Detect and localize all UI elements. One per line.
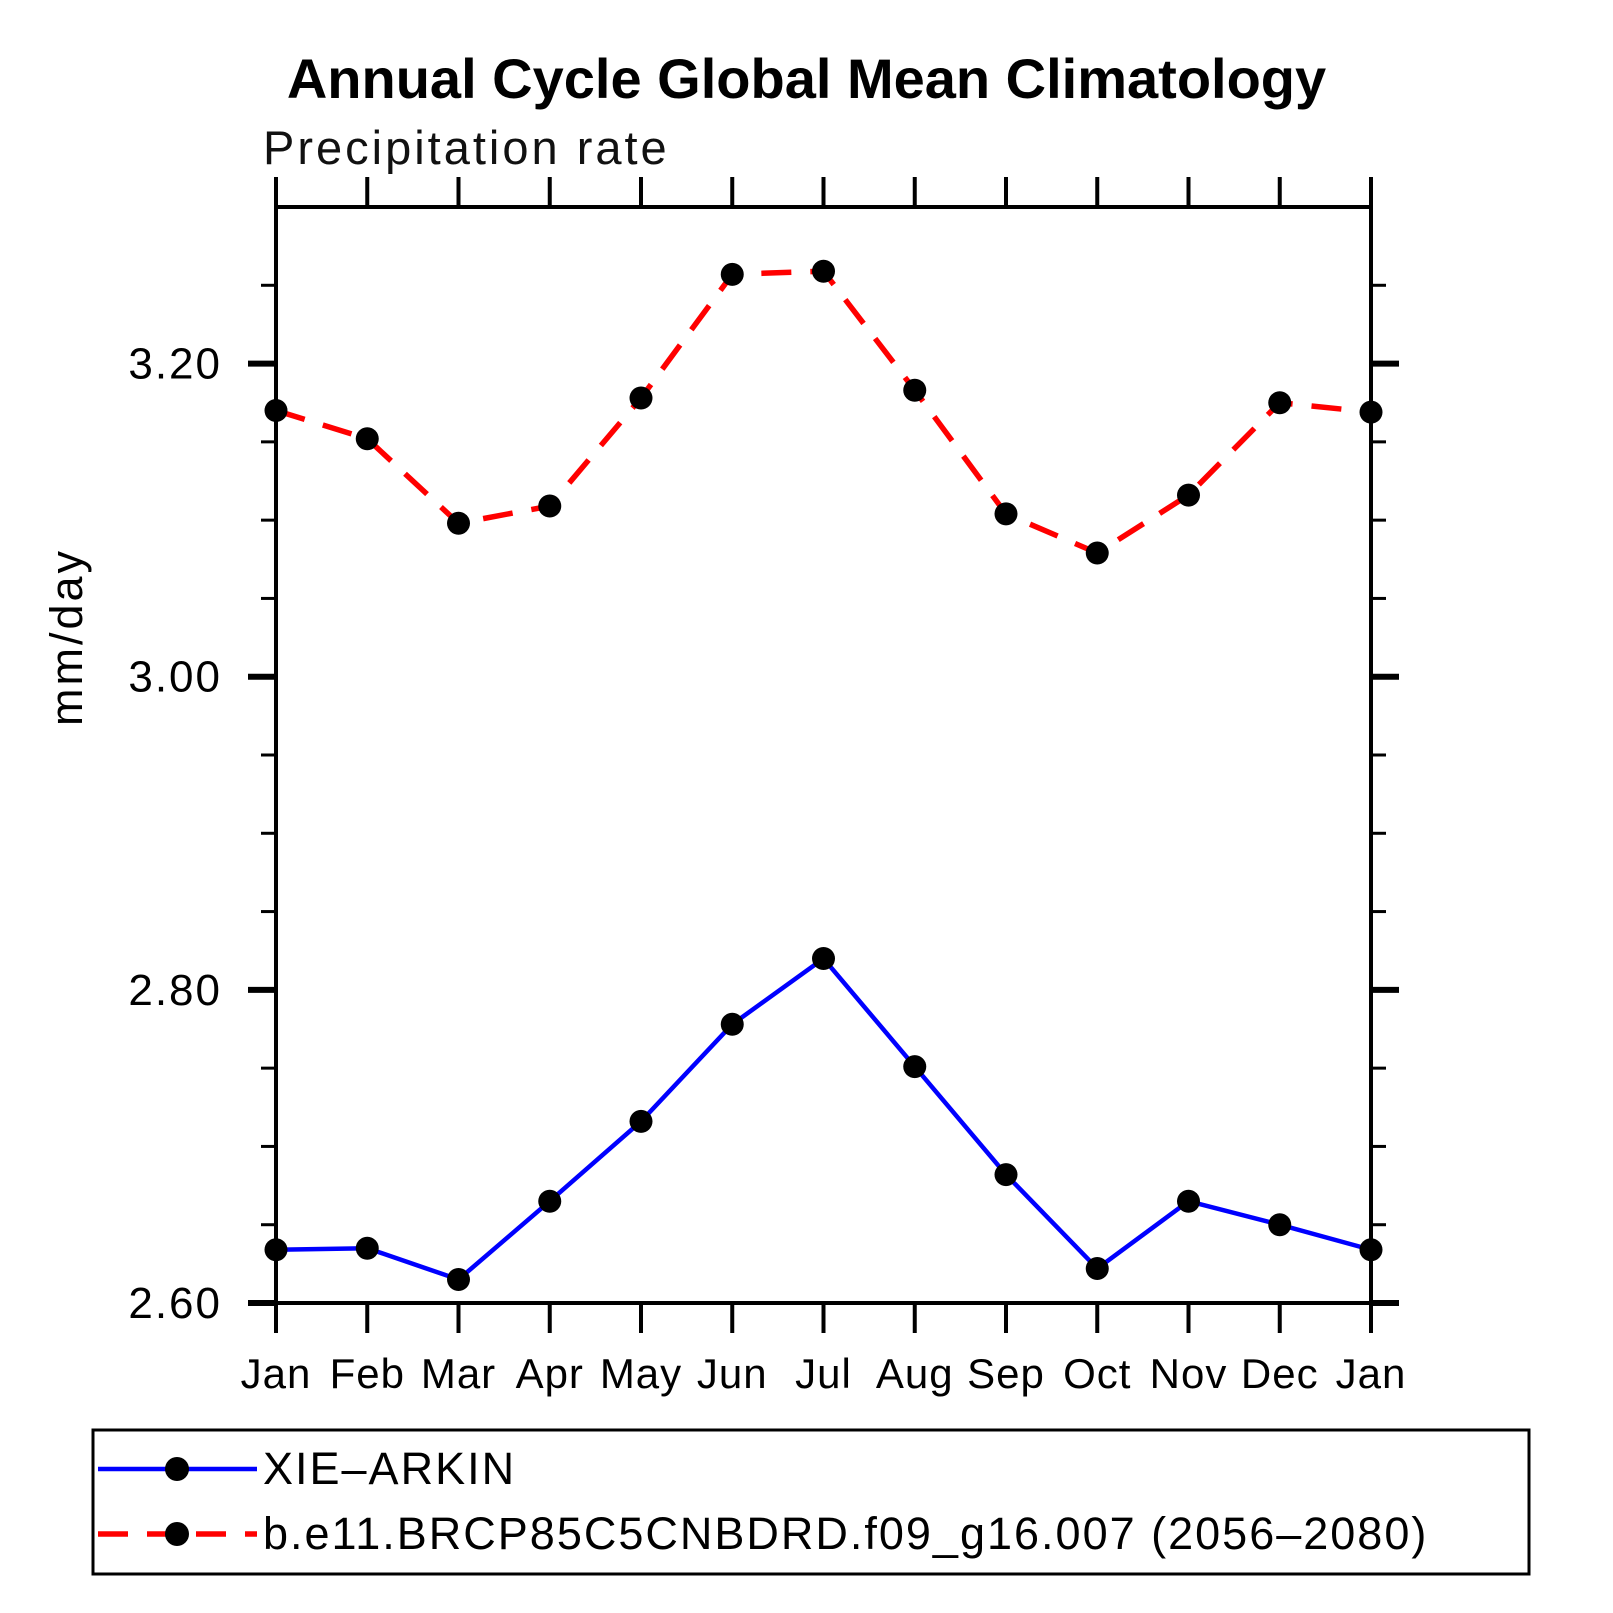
data-point-marker: [1085, 1257, 1109, 1281]
data-point-marker: [264, 399, 288, 423]
data-point-marker: [629, 1109, 653, 1133]
data-point-marker: [355, 427, 379, 451]
x-tick-label: Apr: [516, 1350, 584, 1397]
x-tick-label: Sep: [967, 1350, 1045, 1397]
legend-box: [91, 1428, 1531, 1576]
data-point-marker: [994, 1163, 1018, 1187]
legend-sample-marker: [165, 1522, 189, 1546]
x-tick-label: Dec: [1241, 1350, 1319, 1397]
y-axis-title: mm/day: [41, 548, 92, 726]
data-point-marker: [629, 386, 653, 410]
x-tick-label: Jul: [795, 1350, 852, 1397]
data-point-marker: [720, 1012, 744, 1036]
legend-label: XIE–ARKIN: [263, 1443, 516, 1494]
data-point-marker: [1359, 400, 1383, 424]
data-point-marker: [447, 1268, 470, 1292]
legend-label: b.e11.BRCP85C5CNBDRD.f09_g16.007 (2056–2…: [263, 1508, 1428, 1559]
data-point-marker: [447, 511, 470, 535]
y-tick-label: 2.80: [128, 966, 222, 1015]
data-point-marker: [903, 378, 927, 402]
x-tick-label: Nov: [1150, 1350, 1228, 1397]
data-point-marker: [1177, 1189, 1200, 1213]
data-point-marker: [1085, 541, 1109, 565]
x-tick-label: Feb: [330, 1350, 405, 1397]
plot-frame: [274, 205, 1373, 1305]
data-point-marker: [538, 494, 562, 518]
x-tick-label: Jun: [697, 1350, 768, 1397]
y-tick-label: 2.60: [128, 1279, 222, 1328]
data-point-marker: [720, 262, 744, 286]
x-tick-label: Aug: [876, 1350, 954, 1397]
y-tick-label: 3.00: [128, 653, 222, 702]
data-point-marker: [1177, 483, 1200, 507]
x-tick-label: Mar: [421, 1350, 496, 1397]
data-point-marker: [355, 1236, 379, 1260]
data-point-marker: [812, 947, 835, 971]
data-point-marker: [538, 1189, 562, 1213]
chart-title: Annual Cycle Global Mean Climatology: [286, 47, 1327, 110]
y-tick-label: 3.20: [128, 340, 222, 389]
data-point-marker: [1268, 391, 1292, 415]
data-point-marker: [994, 502, 1018, 526]
legend-sample-marker: [165, 1457, 189, 1481]
series-line-1: [275, 268, 1372, 557]
x-tick-label: Jan: [241, 1350, 312, 1397]
x-tick-label: May: [600, 1350, 682, 1397]
data-point-marker: [1268, 1213, 1292, 1237]
data-point-marker: [903, 1055, 927, 1079]
x-tick-label: Jan: [1336, 1350, 1407, 1397]
data-point-marker: [1359, 1238, 1383, 1262]
series-line-0: [275, 955, 1372, 1283]
data-point-marker: [264, 1238, 288, 1262]
x-tick-label: Oct: [1063, 1350, 1131, 1397]
chart-subtitle: Precipitation rate: [263, 121, 670, 174]
data-point-marker: [812, 259, 835, 283]
